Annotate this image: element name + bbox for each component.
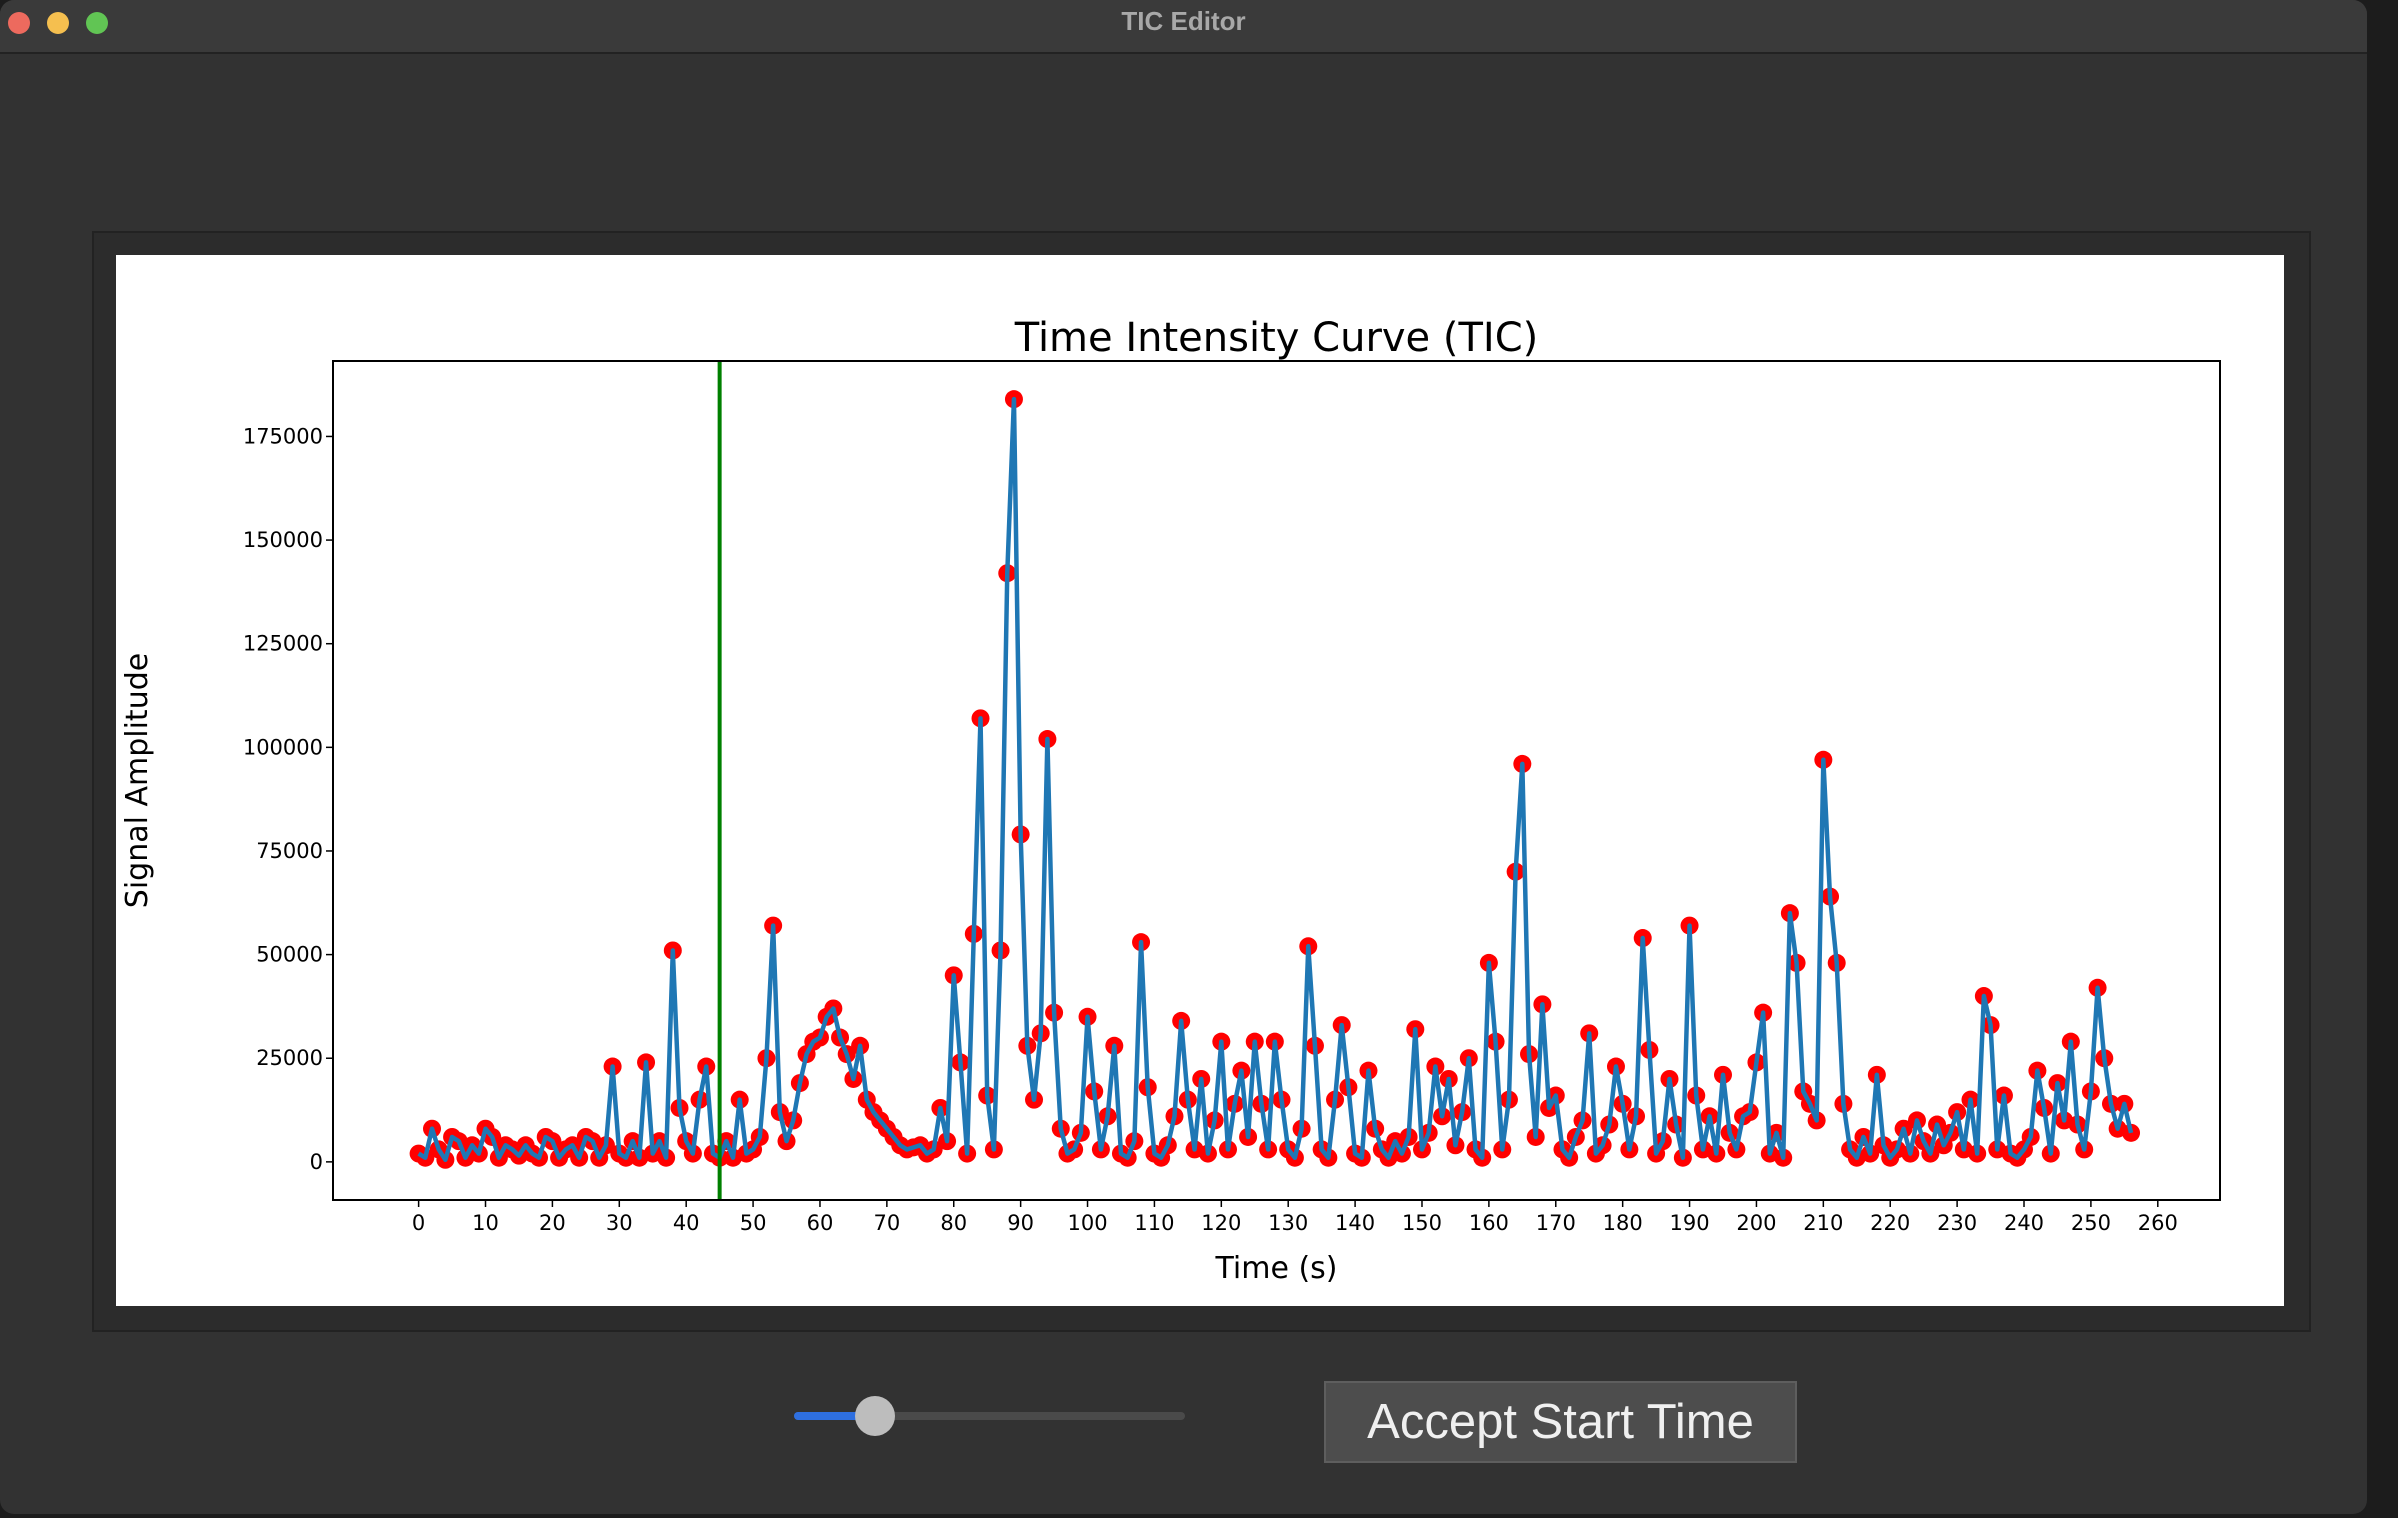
y-tick-label: 50000 — [256, 943, 323, 967]
y-tick-label: 25000 — [256, 1046, 323, 1070]
x-tick-label: 180 — [1603, 1211, 1643, 1235]
x-tick-label: 250 — [2071, 1211, 2111, 1235]
x-tick-label: 200 — [1736, 1211, 1776, 1235]
window-title: TIC Editor — [1121, 6, 1246, 36]
y-tick-label: 0 — [310, 1150, 323, 1174]
y-tick-label: 75000 — [256, 839, 323, 863]
slider-fill — [794, 1412, 875, 1420]
chart: Time Intensity Curve (TIC) Time (s) Signal… — [116, 255, 2284, 1306]
zoom-button[interactable] — [86, 12, 108, 34]
x-tick-label: 110 — [1134, 1211, 1174, 1235]
title-bar: TIC Editor — [0, 0, 2367, 54]
x-tick-label: 150 — [1402, 1211, 1442, 1235]
x-tick-label: 70 — [873, 1211, 900, 1235]
x-tick-label: 220 — [1870, 1211, 1910, 1235]
slider-track[interactable] — [794, 1412, 1185, 1420]
x-tick-label: 100 — [1067, 1211, 1107, 1235]
x-tick-label: 80 — [940, 1211, 967, 1235]
x-tick-label: 20 — [539, 1211, 566, 1235]
y-tick-label: 150000 — [243, 528, 323, 552]
x-tick-label: 60 — [807, 1211, 834, 1235]
x-tick-label: 90 — [1007, 1211, 1034, 1235]
close-button[interactable] — [8, 12, 30, 34]
x-axis-label: Time (s) — [1215, 1251, 1338, 1286]
x-tick-label: 10 — [472, 1211, 499, 1235]
y-tick-label: 175000 — [243, 424, 323, 448]
x-tick-label: 140 — [1335, 1211, 1375, 1235]
x-tick-label: 230 — [1937, 1211, 1977, 1235]
x-tick-label: 260 — [2138, 1211, 2178, 1235]
x-tick-label: 40 — [673, 1211, 700, 1235]
x-tick-label: 30 — [606, 1211, 633, 1235]
x-tick-label: 50 — [740, 1211, 767, 1235]
axes-frame — [332, 360, 2221, 1201]
x-tick-label: 240 — [2004, 1211, 2044, 1235]
x-tick-label: 190 — [1670, 1211, 1710, 1235]
x-tick-label: 120 — [1201, 1211, 1241, 1235]
accept-button[interactable]: Accept Start Time — [1324, 1381, 1797, 1463]
x-tick-label: 130 — [1268, 1211, 1308, 1235]
x-tick-label: 210 — [1803, 1211, 1843, 1235]
x-tick-label: 0 — [412, 1211, 425, 1235]
y-axis-label: Signal Amplitude — [120, 653, 155, 908]
x-tick-label: 170 — [1536, 1211, 1576, 1235]
y-tick-label: 100000 — [243, 735, 323, 759]
signal-line — [417, 396, 2134, 1163]
x-tick-label: 160 — [1469, 1211, 1509, 1235]
y-tick-label: 125000 — [243, 632, 323, 656]
chart-title: Time Intensity Curve (TIC) — [1014, 315, 1539, 361]
slider-knob[interactable] — [855, 1396, 895, 1436]
minimize-button[interactable] — [47, 12, 69, 34]
